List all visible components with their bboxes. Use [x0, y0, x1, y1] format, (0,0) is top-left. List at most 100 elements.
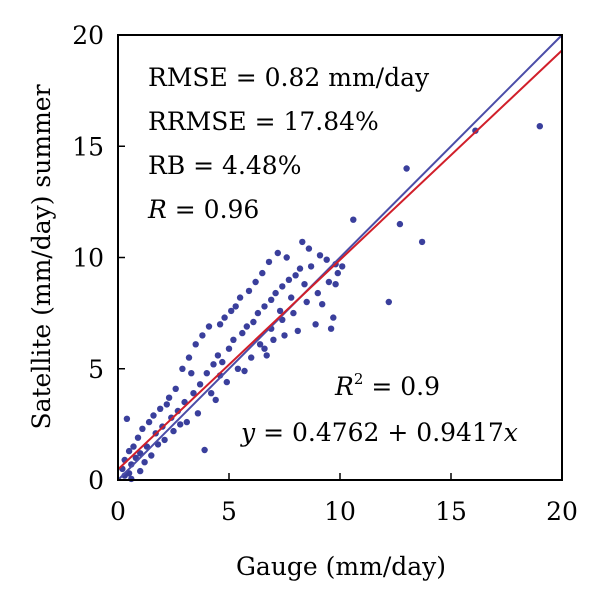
one-to-one-line — [117, 34, 563, 481]
data-point — [303, 298, 310, 306]
data-point — [283, 254, 290, 261]
data-point — [263, 352, 270, 359]
data-point — [254, 309, 262, 317]
data-point — [221, 314, 228, 321]
data-point — [141, 459, 148, 466]
data-point — [208, 390, 215, 397]
data-point — [241, 367, 248, 375]
data-point — [536, 123, 543, 130]
data-point — [259, 269, 266, 277]
data-point — [256, 341, 264, 348]
data-point — [268, 296, 275, 303]
data-points — [119, 123, 543, 483]
data-point — [261, 303, 268, 310]
data-point — [330, 314, 337, 321]
data-point — [339, 263, 346, 270]
data-point — [125, 447, 133, 455]
data-point — [219, 358, 226, 366]
y-axis-ticks: 0 5 10 15 20 — [72, 21, 125, 495]
data-point — [128, 475, 135, 483]
y-tick-label: 15 — [72, 132, 104, 161]
data-point — [270, 336, 277, 343]
data-point — [294, 327, 301, 335]
data-point — [332, 281, 339, 288]
data-point — [323, 256, 330, 263]
data-point — [325, 278, 333, 286]
data-point — [130, 443, 137, 450]
data-point — [185, 354, 193, 361]
data-point — [225, 345, 233, 352]
x-tick-label: 5 — [221, 497, 237, 526]
stat-r: R = 0.96 — [147, 195, 259, 224]
data-point — [350, 216, 357, 223]
data-point — [418, 238, 426, 246]
data-point — [236, 294, 244, 301]
data-point — [139, 425, 146, 432]
x-axis-ticks: 0 5 10 15 20 — [110, 473, 578, 526]
data-point — [216, 321, 224, 328]
data-point — [312, 321, 319, 328]
data-point — [212, 396, 219, 404]
x-tick-label: 0 — [110, 497, 126, 526]
data-point — [403, 165, 410, 172]
data-point — [281, 332, 288, 339]
data-point — [199, 332, 206, 339]
data-point — [157, 405, 164, 412]
data-point — [288, 294, 295, 301]
data-point — [183, 418, 190, 426]
data-point — [316, 252, 324, 259]
data-point — [148, 452, 155, 459]
data-point — [194, 410, 202, 417]
stat-r-squared: R2 = 0.9 — [334, 370, 440, 401]
data-point — [228, 307, 235, 315]
data-point — [232, 303, 239, 310]
x-tick-label: 20 — [546, 497, 578, 526]
stat-fit-equation: y = 0.4762 + 0.9417x — [240, 418, 518, 447]
data-point — [123, 415, 131, 422]
data-point — [272, 289, 279, 297]
data-point — [177, 421, 184, 428]
data-point — [243, 323, 250, 330]
data-point — [150, 412, 157, 419]
data-point — [296, 265, 304, 272]
y-tick-label: 0 — [88, 466, 104, 495]
data-point — [172, 385, 179, 392]
data-point — [170, 427, 177, 435]
data-point — [307, 263, 315, 270]
data-point — [250, 318, 257, 326]
data-point — [163, 401, 170, 408]
data-point — [299, 238, 306, 246]
data-point — [385, 298, 392, 306]
stat-rmse: RMSE = 0.82 mm/day — [148, 63, 430, 92]
data-point — [190, 390, 197, 397]
data-point — [210, 361, 217, 368]
y-tick-label: 5 — [88, 355, 104, 384]
x-tick-label: 15 — [435, 497, 467, 526]
data-point — [274, 249, 281, 257]
y-tick-label: 10 — [72, 244, 104, 273]
data-point — [292, 272, 299, 279]
data-point — [279, 283, 286, 290]
data-point — [265, 258, 273, 266]
data-point — [188, 370, 195, 377]
data-point — [239, 329, 246, 337]
data-point — [261, 345, 268, 352]
data-point — [214, 352, 222, 359]
data-point — [203, 370, 210, 377]
data-point — [305, 245, 313, 252]
regression-fit-line — [117, 49, 563, 471]
stat-rrmse: RRMSE = 17.84% — [148, 107, 379, 136]
data-point — [165, 394, 173, 401]
data-point — [334, 269, 341, 277]
data-point — [252, 278, 259, 286]
y-axis-label: Satellite (mm/day) summer — [27, 84, 56, 429]
data-point — [319, 301, 326, 308]
data-point — [301, 281, 308, 288]
data-point — [285, 276, 293, 283]
data-point — [314, 289, 321, 297]
data-point — [134, 434, 142, 441]
data-point — [327, 325, 335, 332]
stat-rb: RB = 4.48% — [148, 151, 301, 180]
data-point — [145, 418, 153, 426]
